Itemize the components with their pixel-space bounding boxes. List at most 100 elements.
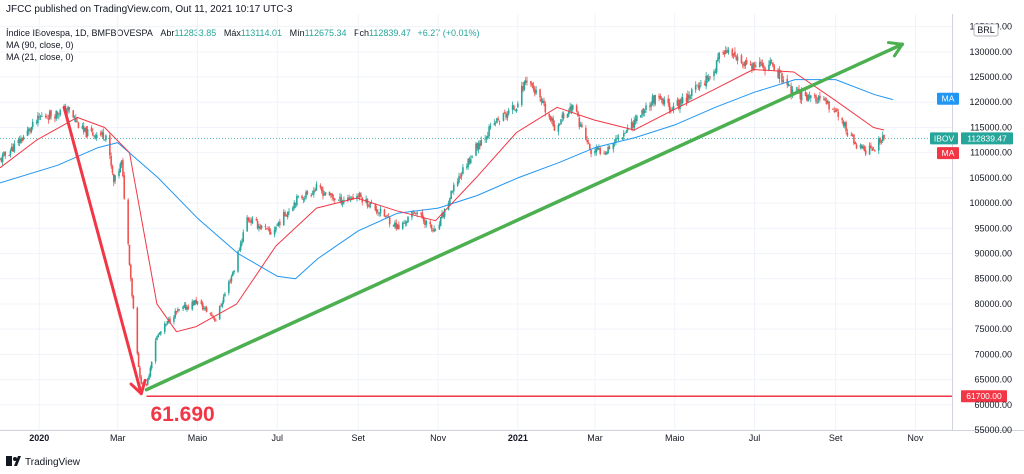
candle[interactable] [534,86,536,97]
currency-badge[interactable]: BRL [973,23,999,37]
candle[interactable] [99,130,102,137]
candle[interactable] [667,94,670,107]
candle[interactable] [93,135,95,140]
candle[interactable] [420,211,422,217]
candle[interactable] [768,60,770,72]
candle[interactable] [841,117,843,124]
candle[interactable] [302,196,305,204]
drop-arrow-line[interactable] [62,105,143,396]
time-axis[interactable]: 2020 Mar Maio Jul Set Nov 2021 Mar Maio Jul Set Nov [29,433,924,443]
candle[interactable] [732,53,735,60]
candle[interactable] [424,218,426,229]
candle[interactable] [356,193,358,202]
candle[interactable] [59,108,61,117]
candle[interactable] [660,96,663,104]
candle[interactable] [595,144,598,156]
candle[interactable] [10,143,13,152]
candle[interactable] [0,157,1,160]
candle[interactable] [489,122,492,130]
candle[interactable] [256,218,259,230]
candle[interactable] [745,57,748,65]
candle[interactable] [459,173,462,180]
candle[interactable] [633,116,636,131]
candle[interactable] [294,202,297,209]
candle[interactable] [452,182,455,195]
candle[interactable] [246,215,248,232]
candle[interactable] [47,114,50,124]
candle[interactable] [579,121,582,127]
candle[interactable] [112,173,115,187]
candle[interactable] [374,203,377,212]
candle[interactable] [677,98,680,111]
candle[interactable] [741,61,744,69]
candle[interactable] [622,129,625,141]
candle[interactable] [332,194,335,202]
candle[interactable] [174,308,177,319]
candle[interactable] [405,220,408,227]
candle[interactable] [163,321,166,335]
candle[interactable] [466,163,468,171]
candle[interactable] [339,192,341,203]
candle[interactable] [587,139,590,145]
candle[interactable] [111,164,114,176]
candle[interactable] [146,377,149,386]
candle[interactable] [854,141,857,145]
candle[interactable] [641,109,643,119]
candle[interactable] [247,216,250,223]
candle[interactable] [282,209,285,226]
candle[interactable] [430,224,433,232]
candle[interactable] [845,120,847,135]
candle[interactable] [717,53,719,62]
candle[interactable] [248,217,251,223]
candle[interactable] [101,129,103,138]
candle[interactable] [535,86,537,96]
candle[interactable] [636,114,638,124]
candle[interactable] [450,190,452,200]
candle[interactable] [92,128,94,137]
candle[interactable] [860,143,863,150]
candle[interactable] [255,217,258,222]
candle[interactable] [456,178,459,187]
candle[interactable] [769,57,772,67]
candle[interactable] [605,151,608,155]
candle[interactable] [13,140,16,153]
candle[interactable] [187,304,190,311]
candle[interactable] [29,127,31,135]
candle[interactable] [50,109,52,120]
candle[interactable] [571,104,574,113]
candle[interactable] [530,80,532,88]
candle[interactable] [561,111,564,122]
candle[interactable] [539,88,541,102]
candle[interactable] [705,72,707,90]
candle[interactable] [607,143,609,154]
candle[interactable] [507,107,510,116]
candle[interactable] [850,131,853,136]
candle[interactable] [735,54,738,61]
candle[interactable] [782,75,785,84]
candle[interactable] [233,270,235,275]
candle[interactable] [279,218,281,228]
candle[interactable] [395,219,398,231]
candle[interactable] [44,113,47,119]
candle[interactable] [662,97,664,106]
candle[interactable] [119,162,122,173]
candle[interactable] [531,82,534,89]
candle[interactable] [585,125,587,141]
drawing-annotations[interactable]: 61700.00 61.690 [62,41,1007,427]
candle[interactable] [154,338,157,364]
candle[interactable] [85,126,88,139]
candle[interactable] [772,61,774,68]
candle[interactable] [787,82,790,87]
candle[interactable] [851,133,854,137]
candle[interactable] [18,135,21,147]
candle[interactable] [825,97,828,105]
candle[interactable] [672,102,675,114]
candle[interactable] [156,335,158,341]
candle[interactable] [76,117,78,123]
candle[interactable] [479,139,481,150]
candle[interactable] [625,129,628,134]
candle[interactable] [178,308,180,312]
candle[interactable] [438,221,441,231]
candle[interactable] [284,210,286,217]
